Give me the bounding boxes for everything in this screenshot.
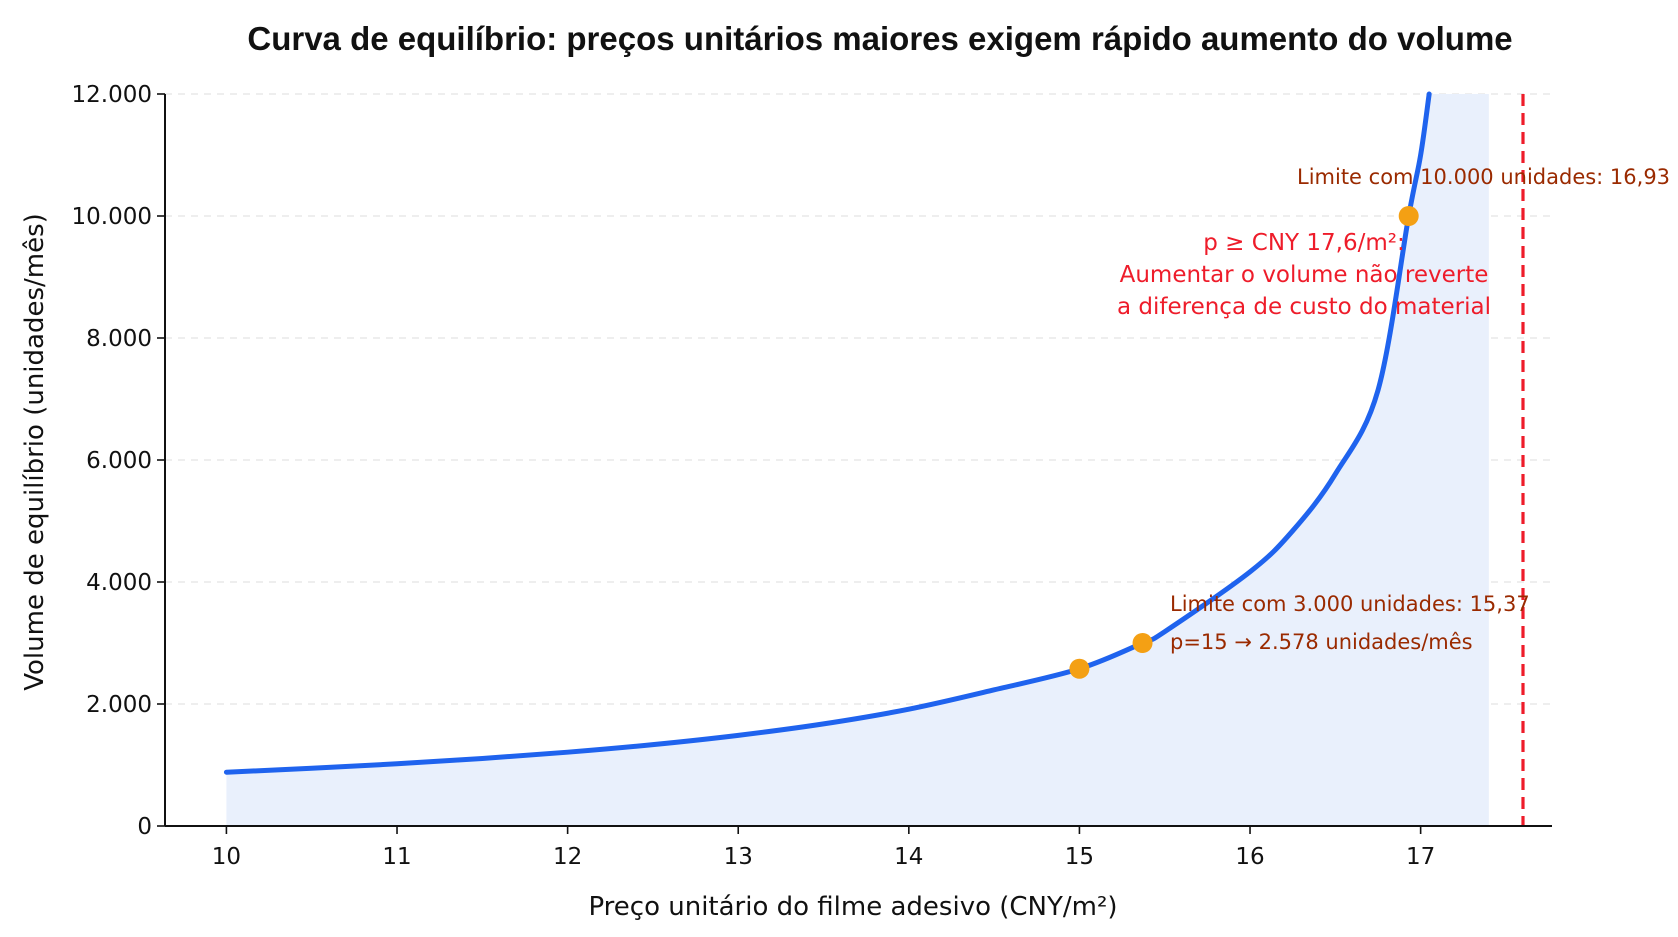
annotation-p15: p=15 → 2.578 unidades/mês [1170, 630, 1473, 654]
y-axis-label: Volume de equilíbrio (unidades/mês) [20, 213, 50, 691]
point-markers [1069, 206, 1419, 679]
annotation-red-line3: a diferença de custo do material [1117, 294, 1491, 320]
y-tick-label-3: 6.000 [86, 448, 152, 474]
x-tick-label-1: 11 [382, 844, 411, 870]
x-ticks: 10 11 12 13 14 15 16 17 [212, 826, 1435, 870]
point-marker-2 [1398, 206, 1419, 226]
x-tick-label-3: 13 [724, 844, 753, 870]
y-tick-label-4: 8.000 [86, 326, 152, 352]
x-tick-label-0: 10 [212, 844, 241, 870]
breakeven-curve [223, 91, 1432, 775]
y-tick-label-6: 12.000 [72, 82, 152, 108]
x-tick-label-4: 14 [894, 844, 923, 870]
annotation-red-line2: Aumentar o volume não reverte [1120, 262, 1489, 288]
annotation-limit-3000: Limite com 3.000 unidades: 15,37 [1170, 592, 1530, 616]
y-tick-label-2: 4.000 [86, 570, 152, 596]
y-tick-label-1: 2.000 [86, 692, 152, 718]
point-marker-0 [1069, 658, 1090, 679]
chart-title: Curva de equilíbrio: preços unitários ma… [247, 20, 1512, 57]
point-marker-1 [1132, 633, 1153, 653]
x-tick-label-6: 16 [1235, 844, 1264, 870]
y-tick-label-0: 0 [137, 814, 152, 840]
x-axis-label: Preço unitário do filme adesivo (CNY/m²) [588, 892, 1117, 922]
x-tick-label-7: 17 [1406, 844, 1435, 870]
grid-lines [165, 93, 1552, 705]
x-tick-label-2: 12 [553, 844, 582, 870]
annotation-red-line1: p ≥ CNY 17,6/m²: [1203, 230, 1404, 256]
y-ticks: 0 2.000 4.000 6.000 8.000 10.000 12.000 [72, 82, 165, 840]
area-fill [226, 94, 1489, 826]
y-tick-label-5: 10.000 [72, 204, 152, 230]
annotation-limit-10000: Limite com 10.000 unidades: 16,93 [1297, 165, 1670, 189]
x-tick-label-5: 15 [1065, 844, 1094, 870]
